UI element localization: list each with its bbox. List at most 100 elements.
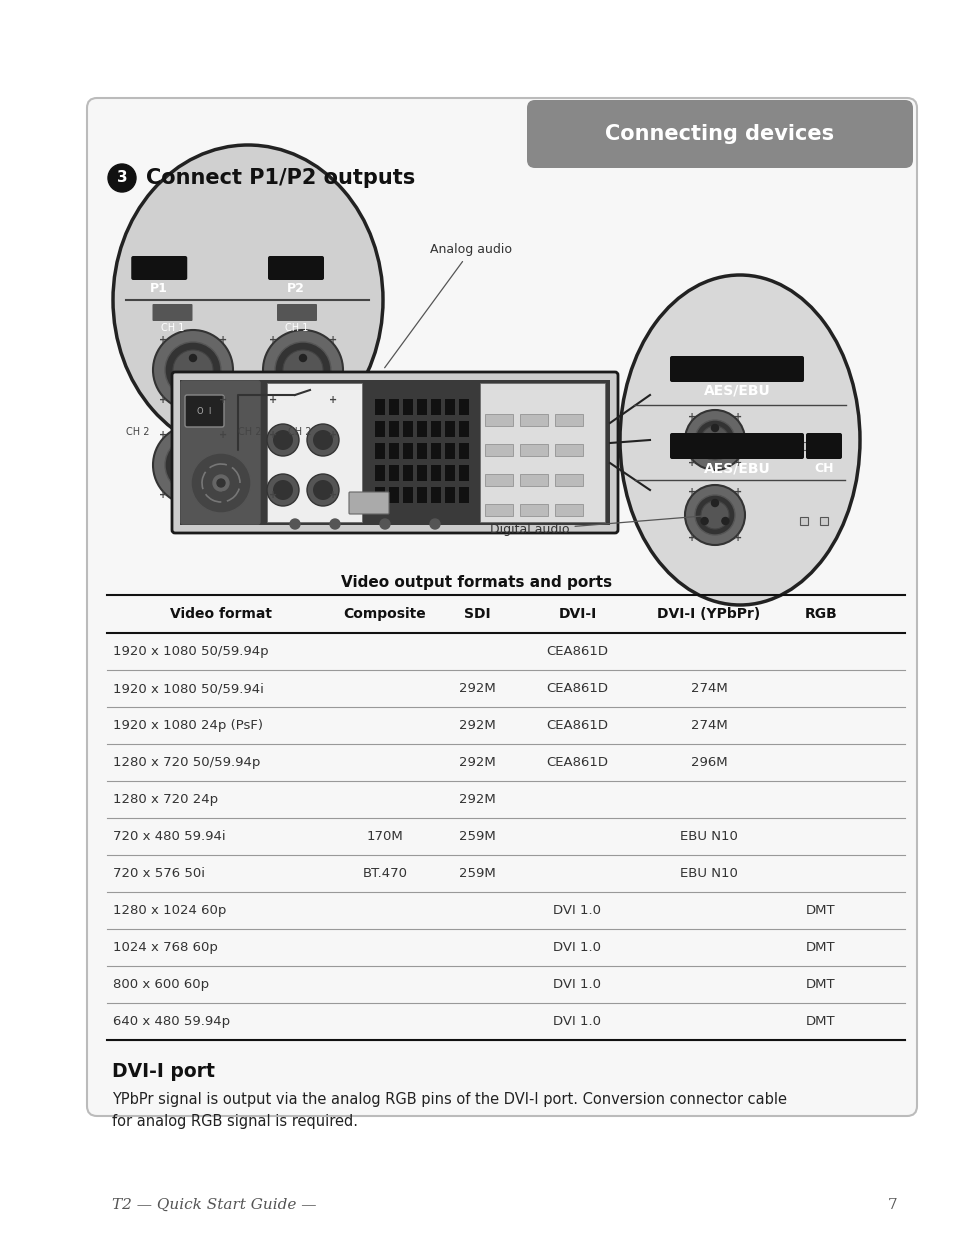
Circle shape [290, 519, 299, 529]
Bar [519, 414, 547, 426]
FancyBboxPatch shape [349, 492, 389, 514]
Circle shape [273, 430, 293, 450]
Text: CH 1: CH 1 [161, 324, 184, 333]
Text: CEA861D: CEA861D [546, 719, 608, 732]
Text: +: + [269, 490, 277, 500]
Text: 800 x 600 60p: 800 x 600 60p [112, 978, 209, 990]
FancyBboxPatch shape [669, 433, 803, 459]
Text: 274M: 274M [690, 719, 727, 732]
Bar [416, 399, 427, 415]
Bar [800, 442, 807, 450]
Bar [416, 421, 427, 437]
Bar [375, 487, 385, 503]
Text: EBU N10: EBU N10 [679, 830, 738, 844]
Circle shape [307, 474, 338, 506]
Bar [484, 504, 513, 516]
Text: DVI 1.0: DVI 1.0 [553, 904, 600, 918]
Text: CEA861D: CEA861D [546, 682, 608, 695]
FancyBboxPatch shape [132, 256, 187, 280]
FancyBboxPatch shape [172, 372, 618, 534]
Bar [800, 517, 807, 525]
Circle shape [190, 354, 196, 362]
Bar [444, 421, 455, 437]
Text: DVI-I (YPbPr): DVI-I (YPbPr) [657, 606, 760, 621]
Bar [458, 487, 469, 503]
Text: 292M: 292M [458, 793, 496, 806]
Text: 170M: 170M [366, 830, 403, 844]
Text: 274M: 274M [690, 682, 727, 695]
Text: CH: CH [814, 462, 833, 474]
Text: +: + [159, 335, 167, 346]
Text: AES/EBU: AES/EBU [703, 384, 770, 398]
Text: DMT: DMT [805, 904, 835, 918]
Text: EBU N10: EBU N10 [679, 867, 738, 881]
Circle shape [289, 373, 295, 379]
Text: 1920 x 1080 24p (PsF): 1920 x 1080 24p (PsF) [112, 719, 263, 732]
Circle shape [313, 480, 333, 500]
Text: +: + [687, 458, 696, 468]
Bar [555, 414, 582, 426]
Circle shape [695, 420, 734, 459]
Text: DMT: DMT [805, 1015, 835, 1028]
Text: +: + [733, 412, 740, 422]
Circle shape [274, 437, 331, 493]
Bar [458, 399, 469, 415]
Bar [402, 421, 413, 437]
Bar [484, 414, 513, 426]
Text: P1: P1 [151, 282, 168, 294]
Bar [375, 443, 385, 459]
Circle shape [108, 164, 136, 191]
Circle shape [179, 468, 186, 474]
Bar [820, 517, 827, 525]
Text: +: + [328, 395, 336, 405]
Bar [416, 487, 427, 503]
Text: DVI 1.0: DVI 1.0 [553, 1015, 600, 1028]
Text: 640 x 480 59.94p: 640 x 480 59.94p [112, 1015, 230, 1028]
Bar [458, 466, 469, 480]
Text: CEA861D: CEA861D [546, 756, 608, 769]
Bar [375, 399, 385, 415]
Circle shape [274, 342, 331, 398]
Text: 1920 x 1080 50/59.94p: 1920 x 1080 50/59.94p [112, 645, 269, 658]
Circle shape [152, 425, 233, 505]
Bar [820, 442, 827, 450]
Circle shape [721, 442, 728, 450]
Text: Digital audio: Digital audio [490, 515, 712, 536]
Bar [444, 466, 455, 480]
Circle shape [267, 474, 298, 506]
Text: P2: P2 [287, 282, 305, 294]
FancyBboxPatch shape [805, 433, 841, 459]
Bar [519, 474, 547, 487]
Bar [431, 466, 440, 480]
Text: DMT: DMT [805, 941, 835, 953]
Text: +: + [269, 395, 277, 405]
Circle shape [200, 373, 207, 379]
Text: +: + [269, 335, 277, 346]
Bar [519, 504, 547, 516]
Text: DMT: DMT [805, 978, 835, 990]
Text: 296M: 296M [690, 756, 726, 769]
Bar [458, 421, 469, 437]
Bar [375, 421, 385, 437]
Text: CH 2: CH 2 [127, 427, 150, 437]
Bar [444, 443, 455, 459]
Bar [555, 474, 582, 487]
Circle shape [152, 330, 233, 410]
Bar [402, 466, 413, 480]
Text: +: + [733, 458, 740, 468]
Text: 292M: 292M [458, 682, 496, 695]
Text: 292M: 292M [458, 719, 496, 732]
Text: BT.470: BT.470 [362, 867, 407, 881]
Circle shape [172, 445, 213, 485]
Text: DVI-I: DVI-I [558, 606, 596, 621]
Circle shape [283, 350, 323, 390]
Text: Composite: Composite [343, 606, 426, 621]
FancyBboxPatch shape [185, 395, 224, 427]
Bar [389, 399, 398, 415]
Circle shape [700, 501, 728, 529]
Circle shape [179, 373, 186, 379]
Circle shape [700, 442, 707, 450]
FancyBboxPatch shape [181, 382, 260, 524]
Bar [431, 443, 440, 459]
Circle shape [430, 519, 439, 529]
